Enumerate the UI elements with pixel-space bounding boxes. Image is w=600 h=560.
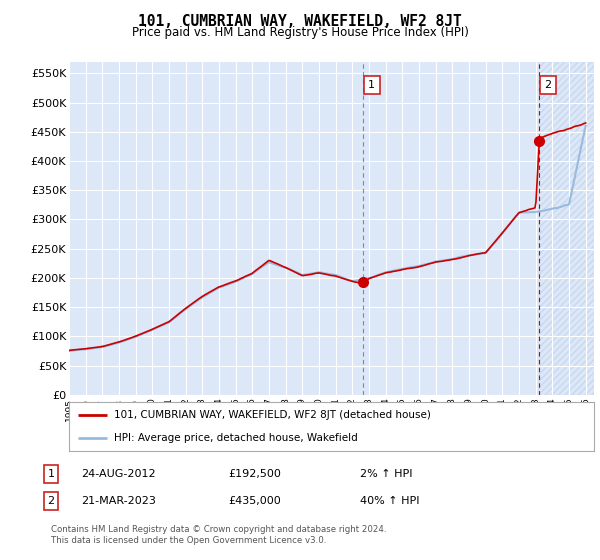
Text: Price paid vs. HM Land Registry's House Price Index (HPI): Price paid vs. HM Land Registry's House … (131, 26, 469, 39)
Text: 2: 2 (544, 80, 551, 90)
Text: Contains HM Land Registry data © Crown copyright and database right 2024.
This d: Contains HM Land Registry data © Crown c… (51, 525, 386, 545)
Text: 2% ↑ HPI: 2% ↑ HPI (360, 469, 413, 479)
Text: 40% ↑ HPI: 40% ↑ HPI (360, 496, 419, 506)
Text: 2: 2 (47, 496, 55, 506)
Text: 24-AUG-2012: 24-AUG-2012 (81, 469, 155, 479)
Text: £192,500: £192,500 (228, 469, 281, 479)
Text: 21-MAR-2023: 21-MAR-2023 (81, 496, 156, 506)
Text: £435,000: £435,000 (228, 496, 281, 506)
Text: 101, CUMBRIAN WAY, WAKEFIELD, WF2 8JT (detached house): 101, CUMBRIAN WAY, WAKEFIELD, WF2 8JT (d… (113, 410, 431, 421)
Text: 101, CUMBRIAN WAY, WAKEFIELD, WF2 8JT: 101, CUMBRIAN WAY, WAKEFIELD, WF2 8JT (138, 14, 462, 29)
Text: 1: 1 (368, 80, 375, 90)
Text: 1: 1 (47, 469, 55, 479)
Text: HPI: Average price, detached house, Wakefield: HPI: Average price, detached house, Wake… (113, 433, 358, 444)
